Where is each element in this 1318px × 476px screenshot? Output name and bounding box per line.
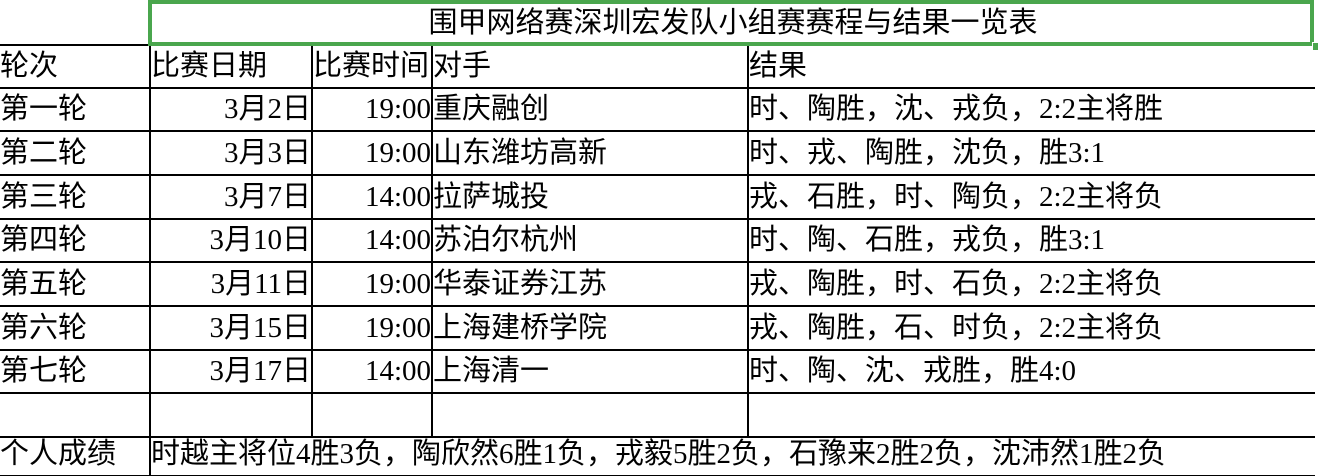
date-cell[interactable]: 3月3日 [149, 130, 313, 176]
table-row: 第二轮 3月3日 19:00 山东潍坊高新 时、戎、陶胜，沈负，胜3:1 [0, 130, 1316, 176]
header-opponent[interactable]: 对手 [431, 44, 749, 89]
summary-label-cell[interactable]: 个人成绩 [0, 435, 151, 476]
table-row: 第三轮 3月7日 14:00 拉萨城投 戎、石胜，时、陶负，2:2主将负 [0, 174, 1316, 220]
table-row-summary: 个人成绩 时越主将位4胜3负，陶欣然6胜1负，戎毅5胜2负，石豫来2胜2负，沈沛… [0, 435, 1316, 476]
table-row: 第七轮 3月17日 14:00 上海清一 时、陶、沈、戎胜，胜4:0 [0, 349, 1316, 394]
round-cell[interactable]: 第二轮 [0, 130, 151, 176]
table-row-title: 围甲网络赛深圳宏发队小组赛赛程与结果一览表 [0, 0, 1316, 46]
empty-cell[interactable] [431, 392, 749, 438]
time-cell[interactable]: 14:00 [311, 174, 433, 220]
header-round[interactable]: 轮次 [0, 44, 151, 89]
table-row: 第一轮 3月2日 19:00 重庆融创 时、陶胜，沈、戎负，2:2主将胜 [0, 87, 1316, 132]
selection-fill-handle-icon[interactable] [1312, 42, 1318, 51]
table-row-header: 轮次 比赛日期 比赛时间 对手 结果 [0, 44, 1316, 89]
date-cell[interactable]: 3月10日 [149, 218, 313, 263]
result-cell[interactable]: 戎、石胜，时、陶负，2:2主将负 [746, 174, 1316, 220]
time-cell[interactable]: 19:00 [311, 87, 433, 132]
header-time[interactable]: 比赛时间 [311, 44, 433, 89]
round-cell[interactable]: 第五轮 [0, 261, 151, 307]
summary-text-cell[interactable]: 时越主将位4胜3负，陶欣然6胜1负，戎毅5胜2负，石豫来2胜2负，沈沛然1胜2负 [148, 435, 1316, 476]
date-cell[interactable]: 3月2日 [149, 87, 313, 132]
date-cell[interactable]: 3月15日 [149, 305, 313, 351]
result-cell[interactable]: 时、陶、沈、戎胜，胜4:0 [746, 349, 1316, 394]
time-cell[interactable]: 14:00 [311, 218, 433, 263]
time-cell[interactable]: 14:00 [311, 349, 433, 394]
result-cell[interactable]: 时、戎、陶胜，沈负，胜3:1 [746, 130, 1316, 176]
time-cell[interactable]: 19:00 [311, 130, 433, 176]
time-cell[interactable]: 19:00 [311, 305, 433, 351]
opponent-cell[interactable]: 华泰证券江苏 [431, 261, 749, 307]
opponent-cell[interactable]: 苏泊尔杭州 [431, 218, 749, 263]
round-cell[interactable]: 第一轮 [0, 87, 151, 132]
table-row: 第四轮 3月10日 14:00 苏泊尔杭州 时、陶、石胜，戎负，胜3:1 [0, 218, 1316, 263]
empty-cell[interactable] [0, 392, 151, 438]
empty-cell[interactable] [149, 392, 313, 438]
corner-empty-cell[interactable] [0, 0, 151, 46]
header-result[interactable]: 结果 [746, 44, 1316, 89]
table-title-cell[interactable]: 围甲网络赛深圳宏发队小组赛赛程与结果一览表 [148, 0, 1316, 46]
round-cell[interactable]: 第四轮 [0, 218, 151, 263]
result-cell[interactable]: 时、陶、石胜，戎负，胜3:1 [746, 218, 1316, 263]
round-cell[interactable]: 第七轮 [0, 349, 151, 394]
empty-cell[interactable] [311, 392, 433, 438]
opponent-cell[interactable]: 山东潍坊高新 [431, 130, 749, 176]
table-row: 第五轮 3月11日 19:00 华泰证券江苏 戎、陶胜，时、石负，2:2主将负 [0, 261, 1316, 307]
date-cell[interactable]: 3月11日 [149, 261, 313, 307]
table-row-empty [0, 392, 1316, 438]
table-row: 第六轮 3月15日 19:00 上海建桥学院 戎、陶胜，石、时负，2:2主将负 [0, 305, 1316, 351]
result-cell[interactable]: 戎、陶胜，时、石负，2:2主将负 [746, 261, 1316, 307]
date-cell[interactable]: 3月7日 [149, 174, 313, 220]
opponent-cell[interactable]: 重庆融创 [431, 87, 749, 132]
time-cell[interactable]: 19:00 [311, 261, 433, 307]
opponent-cell[interactable]: 上海清一 [431, 349, 749, 394]
round-cell[interactable]: 第三轮 [0, 174, 151, 220]
round-cell[interactable]: 第六轮 [0, 305, 151, 351]
date-cell[interactable]: 3月17日 [149, 349, 313, 394]
opponent-cell[interactable]: 上海建桥学院 [431, 305, 749, 351]
opponent-cell[interactable]: 拉萨城投 [431, 174, 749, 220]
result-cell[interactable]: 时、陶胜，沈、戎负，2:2主将胜 [746, 87, 1316, 132]
empty-cell[interactable] [746, 392, 1316, 438]
result-cell[interactable]: 戎、陶胜，石、时负，2:2主将负 [746, 305, 1316, 351]
header-date[interactable]: 比赛日期 [149, 44, 313, 89]
